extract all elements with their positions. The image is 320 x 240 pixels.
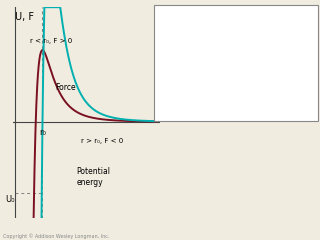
- Text: separation r = r: separation r = r: [159, 39, 223, 48]
- Text: force: force: [188, 11, 209, 20]
- Text: blue curve: blue curve: [180, 25, 222, 34]
- Text: when the separation is greater: when the separation is greater: [159, 81, 283, 90]
- Text: ) is zero at a: ) is zero at a: [199, 25, 250, 34]
- Text: Force: Force: [55, 83, 76, 91]
- Text: Potential
energy: Potential energy: [76, 167, 110, 187]
- Text: minimum. The force is attractive: minimum. The force is attractive: [159, 67, 291, 76]
- Text: r: r: [155, 106, 159, 116]
- Text: r₀: r₀: [39, 128, 46, 138]
- Text: potential energy: potential energy: [159, 53, 225, 62]
- Text: separation is less than r: separation is less than r: [159, 109, 255, 118]
- Text: between two: between two: [199, 11, 254, 20]
- Text: r < r₀, F > 0: r < r₀, F > 0: [30, 38, 72, 44]
- Text: molecules (: molecules (: [159, 25, 206, 34]
- Text: Fig. 16-5 The: Fig. 16-5 The: [159, 11, 213, 20]
- Text: .: .: [212, 109, 214, 118]
- Text: ) is a: ) is a: [214, 53, 234, 62]
- Text: U, F: U, F: [15, 12, 34, 22]
- Text: Copyright © Addison Wesley Longman, Inc.: Copyright © Addison Wesley Longman, Inc.: [3, 233, 109, 239]
- Text: , where the: , where the: [196, 39, 241, 48]
- Text: 0: 0: [193, 41, 197, 46]
- Text: (: (: [192, 53, 198, 62]
- Text: 0: 0: [209, 110, 213, 115]
- Text: r > r₀, F < 0: r > r₀, F < 0: [81, 138, 123, 144]
- Text: than r and repulsive when the: than r and repulsive when the: [159, 95, 280, 104]
- Text: U₀: U₀: [5, 196, 15, 204]
- Text: red curve: red curve: [195, 53, 233, 62]
